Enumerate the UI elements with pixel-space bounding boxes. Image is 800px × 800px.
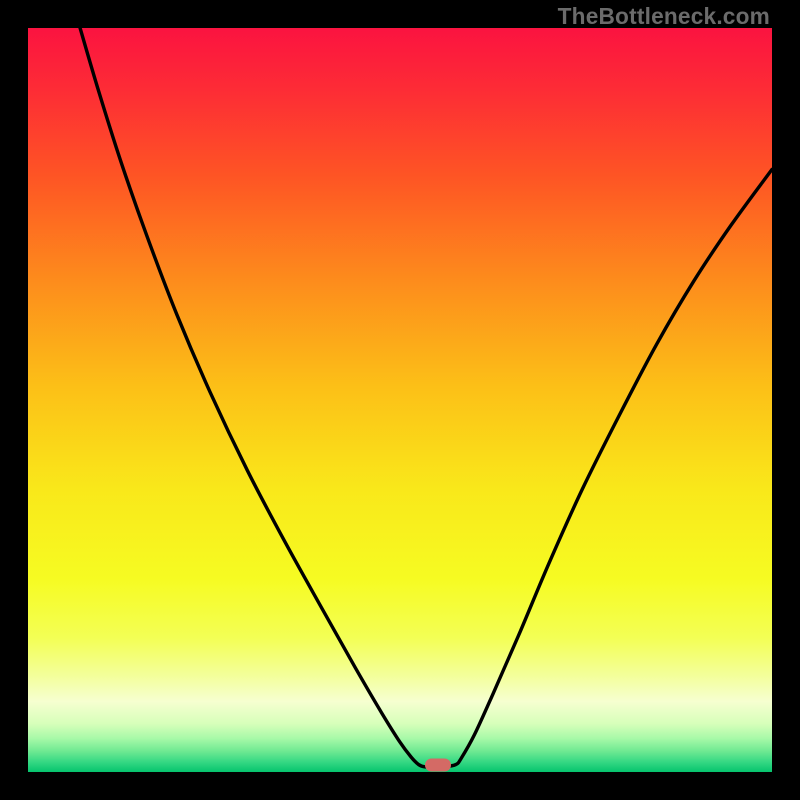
bottleneck-curve <box>28 28 772 772</box>
plot-area <box>28 28 772 772</box>
watermark-text: TheBottleneck.com <box>558 3 770 30</box>
chart-frame: TheBottleneck.com <box>0 0 800 800</box>
bottleneck-marker <box>425 759 451 772</box>
